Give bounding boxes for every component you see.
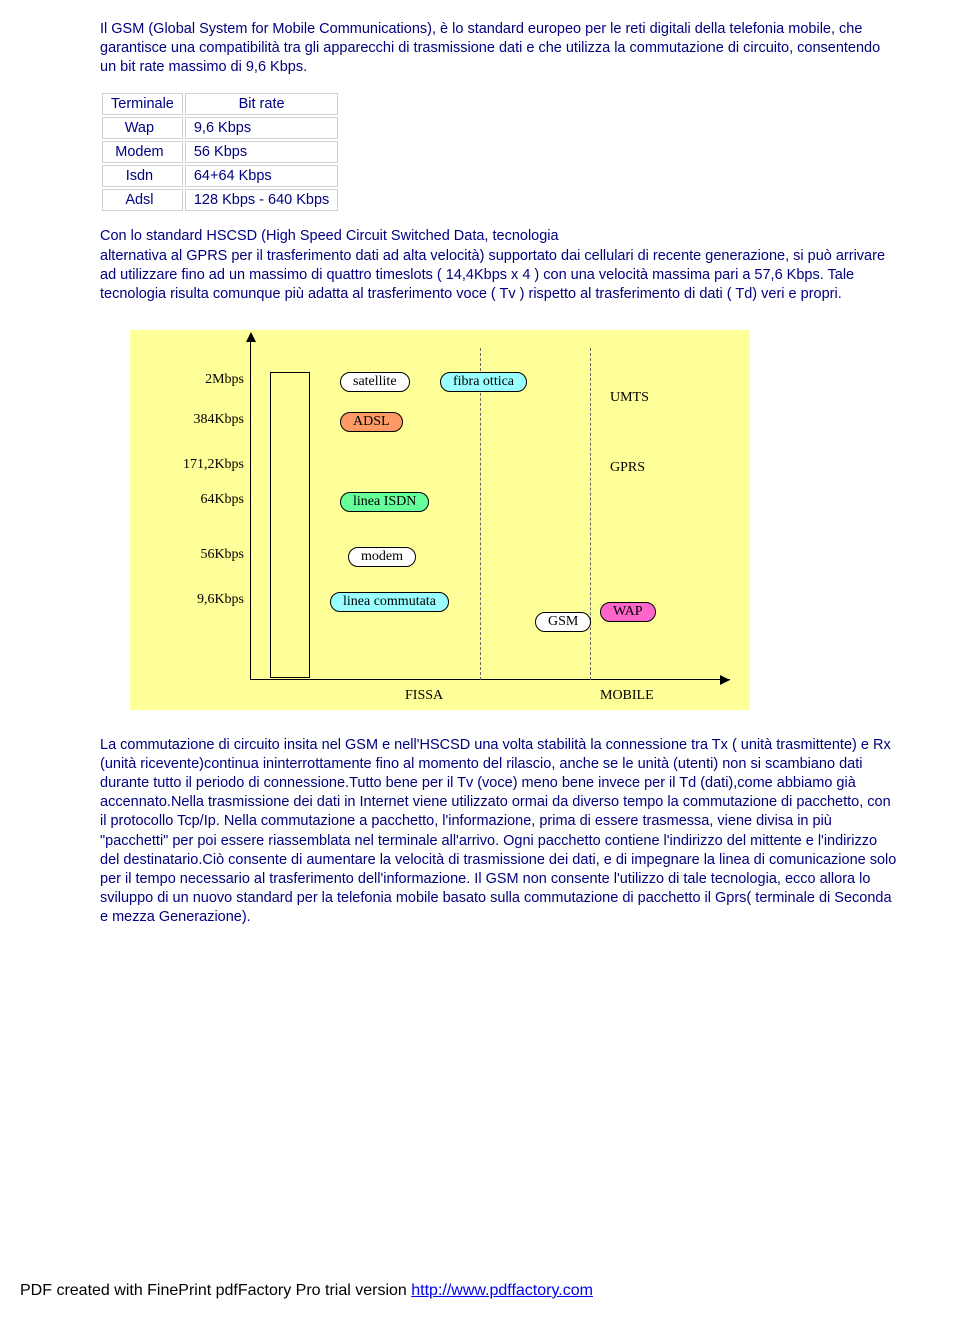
diagram-y-label: 56Kbps (200, 547, 244, 563)
diagram-y-label: 2Mbps (205, 372, 244, 388)
bandwidth-diagram: 2Mbps 384Kbps 171,2Kbps 64Kbps 56Kbps 9,6Kbps… (130, 330, 750, 710)
diagram-bar-outline (270, 372, 310, 678)
pdf-footer: PDF created with FinePrint pdfFactory Pr… (20, 1282, 593, 1300)
table-header: Terminale (102, 93, 183, 115)
diagram-y-label: 384Kbps (193, 412, 244, 428)
table-cell: 128 Kbps - 640 Kbps (185, 189, 338, 211)
diagram-y-label: 171,2Kbps (183, 457, 244, 473)
table-cell: Wap (102, 117, 183, 139)
table-row: Wap 9,6 Kbps (102, 117, 338, 139)
diagram-chip: WAP (600, 602, 656, 622)
table-row: Isdn 64+64 Kbps (102, 165, 338, 187)
diagram-chip: ADSL (340, 412, 403, 432)
diagram-x-label: MOBILE (600, 688, 654, 704)
table-cell: 64+64 Kbps (185, 165, 338, 187)
table-cell: Modem (102, 141, 183, 163)
table-cell: Adsl (102, 189, 183, 211)
table-header: Bit rate (185, 93, 338, 115)
table-row: Adsl 128 Kbps - 640 Kbps (102, 189, 338, 211)
diagram-chip: linea commutata (330, 592, 449, 612)
table-cell: 9,6 Kbps (185, 117, 338, 139)
diagram-y-label: 9,6Kbps (197, 592, 244, 608)
diagram-label: GPRS (610, 460, 645, 476)
diagram-chip: linea ISDN (340, 492, 429, 512)
intro-paragraph: Il GSM (Global System for Mobile Communi… (100, 20, 900, 77)
diagram-x-label: FISSA (405, 688, 443, 704)
table-row: Modem 56 Kbps (102, 141, 338, 163)
diagram-chip: GSM (535, 612, 591, 632)
footer-link[interactable]: http://www.pdffactory.com (411, 1282, 593, 1299)
bitrate-table: Terminale Bit rate Wap 9,6 Kbps Modem 56… (100, 91, 340, 213)
diagram-chip: modem (348, 547, 416, 567)
diagram-chip: fibra ottica (440, 372, 527, 392)
diagram-vline (590, 348, 591, 680)
footer-prefix: PDF created with FinePrint pdfFactory Pr… (20, 1282, 411, 1299)
hscsd-paragraph: Con lo standard HSCSD (High Speed Circui… (100, 227, 900, 304)
circuit-paragraph: La commutazione di circuito insita nel G… (100, 736, 900, 927)
table-cell: Isdn (102, 165, 183, 187)
diagram-y-label: 64Kbps (200, 492, 244, 508)
diagram-vline (480, 348, 481, 680)
diagram-chip: satellite (340, 372, 410, 392)
diagram-label: UMTS (610, 390, 649, 406)
table-cell: 56 Kbps (185, 141, 338, 163)
